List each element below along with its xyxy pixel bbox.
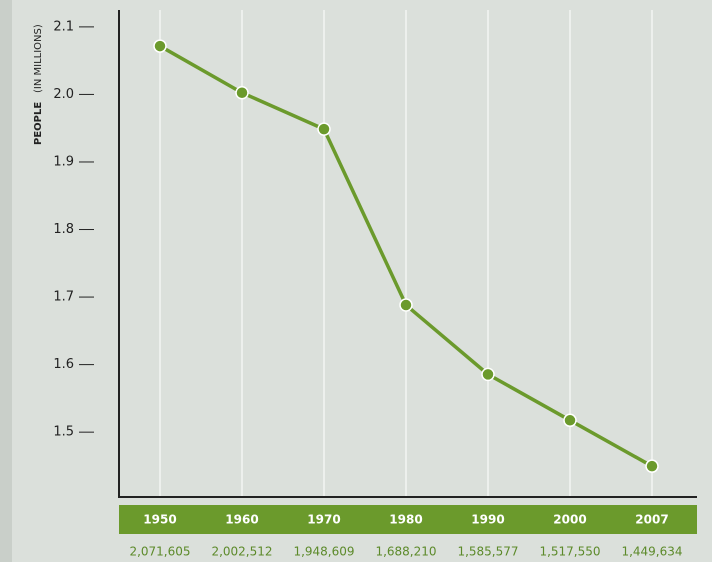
data-point <box>153 39 167 53</box>
y-tick-label: 1.7 <box>53 290 74 305</box>
data-point <box>235 85 249 100</box>
value-label: 1,517,550 <box>539 545 600 559</box>
y-tick-label: 1.9 <box>53 154 74 169</box>
x-tick-label: 2000 <box>553 513 586 527</box>
value-label: 2,071,605 <box>129 545 190 559</box>
y-tick-label: 1.5 <box>53 425 74 440</box>
x-tick-label: 1970 <box>307 513 340 527</box>
x-tick-label: 1990 <box>471 513 504 527</box>
y-tick-label: 2.1 <box>53 19 74 34</box>
y-tick-label: 1.6 <box>53 357 74 372</box>
x-tick-label: 2007 <box>635 513 668 527</box>
data-point <box>481 367 495 382</box>
y-axis-title: PEOPLE (IN MILLIONS) <box>33 24 44 145</box>
value-label: 1,948,609 <box>293 545 354 559</box>
y-label: PEOPLE <box>33 102 44 145</box>
x-tick-label: 1960 <box>225 513 258 527</box>
category-band <box>119 505 697 534</box>
value-label: 2,002,512 <box>211 545 272 559</box>
data-point <box>399 298 413 312</box>
y-tick-label: 1.8 <box>53 222 74 237</box>
data-point <box>645 459 659 473</box>
value-label: 1,585,577 <box>457 545 518 559</box>
value-label: 1,449,634 <box>621 545 682 559</box>
y-tick-label: 2.0 <box>53 87 74 102</box>
data-point <box>317 122 331 136</box>
x-tick-label: 1980 <box>389 513 422 527</box>
y-unit: (IN MILLIONS) <box>33 24 44 93</box>
value-label: 1,688,210 <box>375 545 436 559</box>
side-strip <box>0 0 12 562</box>
x-tick-label: 1950 <box>143 513 176 527</box>
data-point <box>563 413 577 428</box>
